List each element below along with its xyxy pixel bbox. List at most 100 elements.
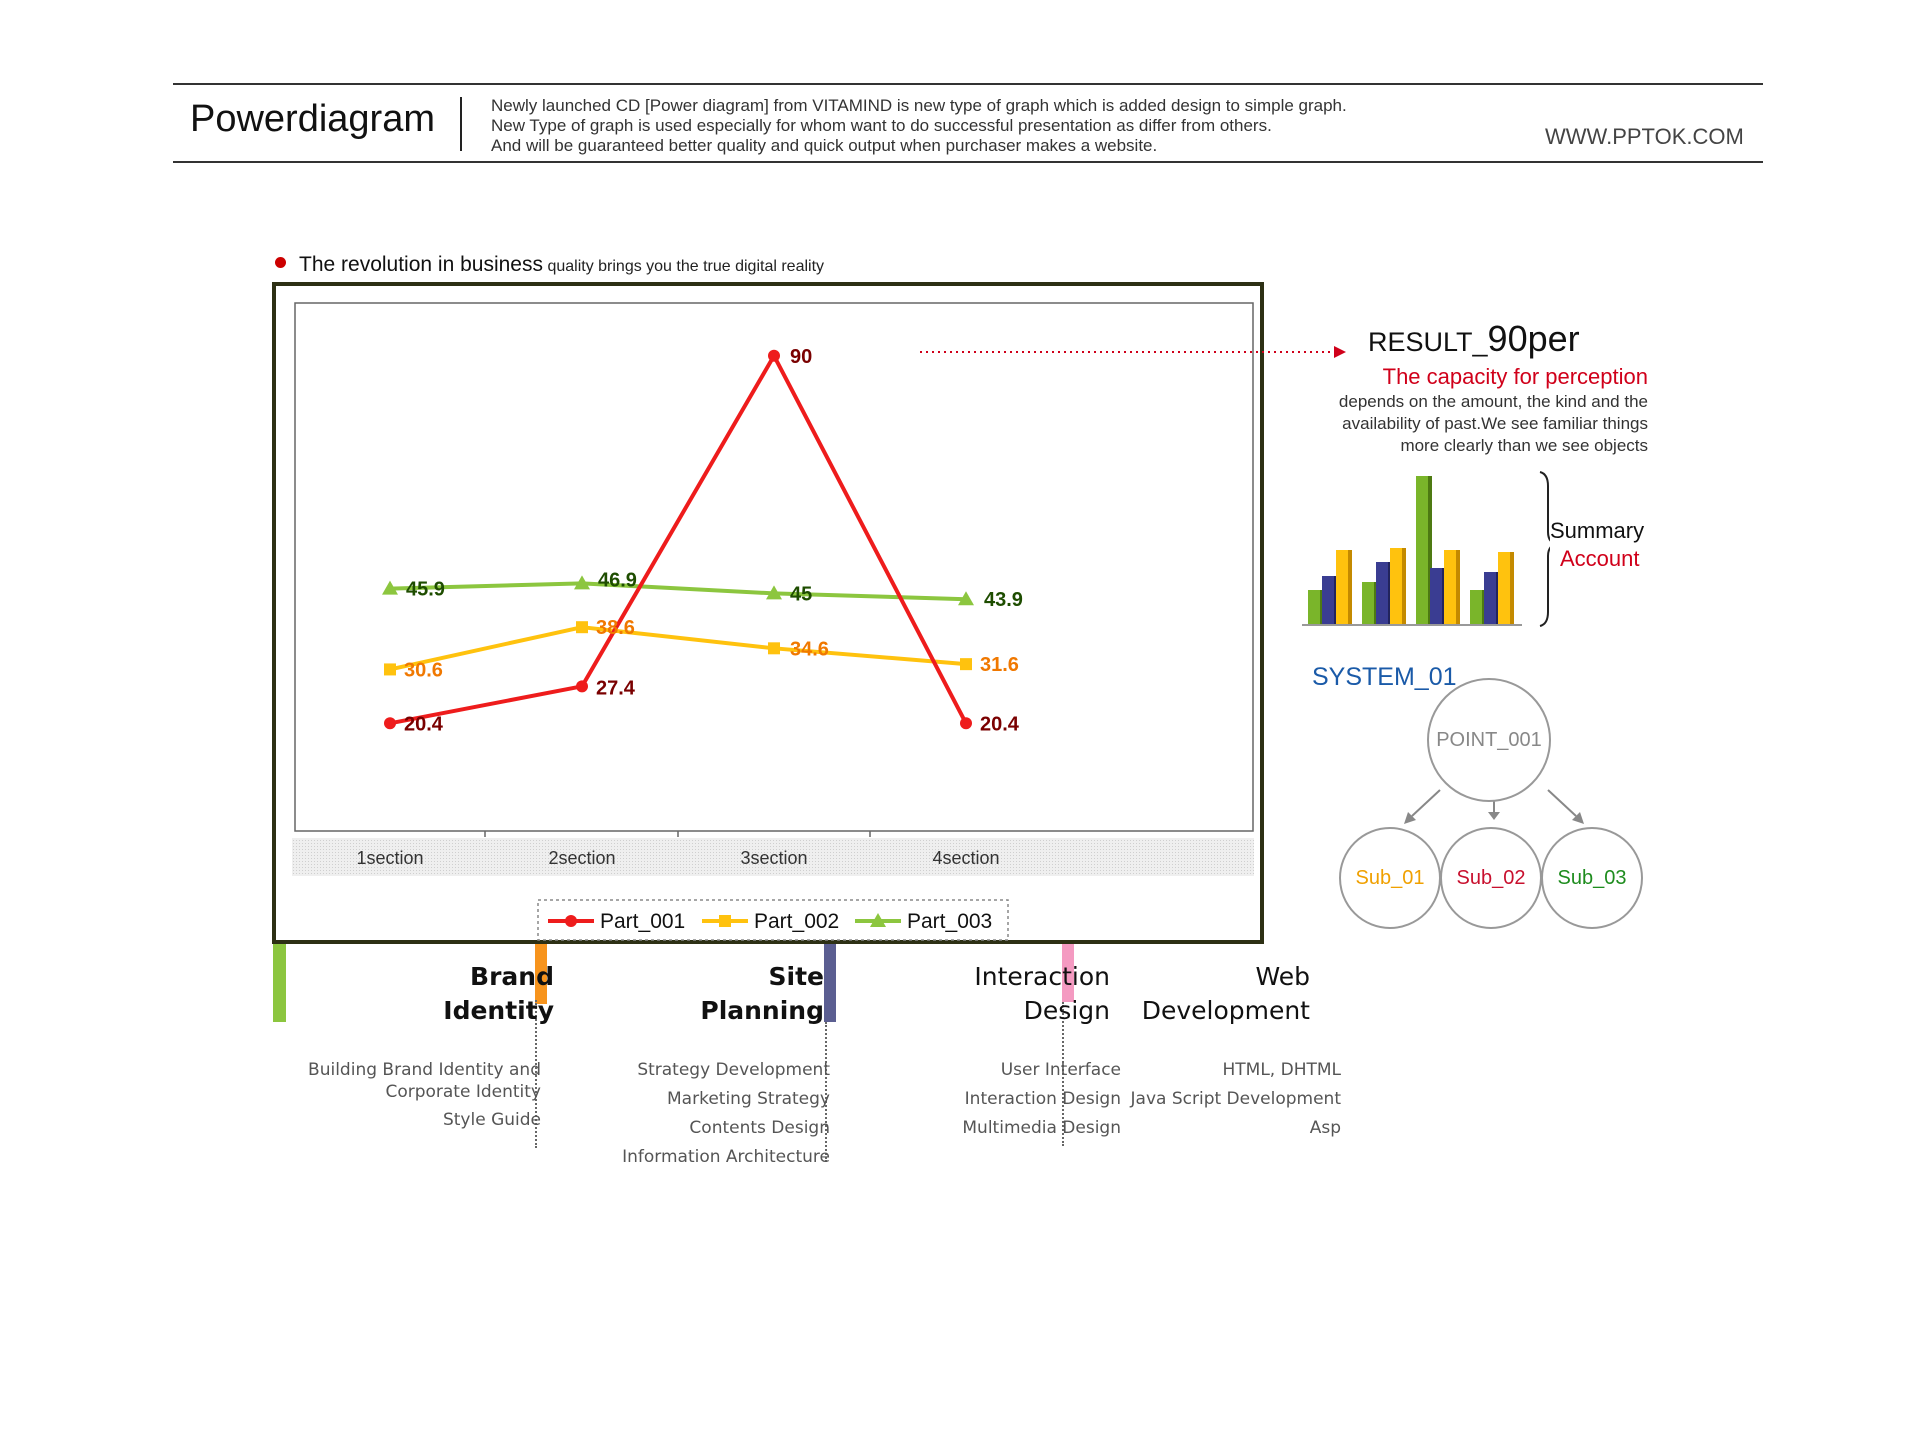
series-line-part_002	[389, 625, 967, 672]
result-body-line-2: availability of past.We see familiar thi…	[1342, 414, 1648, 433]
data-label-part_002-4: 31.6	[980, 654, 1019, 676]
header-separator	[460, 97, 462, 151]
result-red-line: The capacity for perception	[1382, 364, 1648, 389]
subtitle-weak: quality brings you the true digital real…	[547, 258, 825, 275]
point-part_002-4	[960, 658, 972, 671]
web-development-title-line-2: Development	[1141, 996, 1310, 1025]
legend-label-part_003: Part_003	[907, 910, 992, 933]
web-development-item-2: Java Script Development	[1130, 1089, 1341, 1109]
account-label: Account	[1560, 546, 1640, 571]
series-line-part_003	[389, 581, 967, 602]
data-label-part_003-2: 46.9	[598, 569, 637, 591]
point-part_001-3	[768, 349, 780, 362]
system-title: SYSTEM_01	[1312, 663, 1457, 691]
brand-identity-item-2: Corporate Identity	[385, 1082, 541, 1102]
line-chart: 20.4 27.4 90 20.4 30.6 38.6 34.6 31.6 45.9 46.9 45…	[292, 302, 1346, 941]
header-top-rule	[173, 83, 1763, 85]
web-development-title-line-1: Web	[1255, 962, 1310, 991]
data-label-part_003-1: 45.9	[406, 579, 445, 601]
site-url[interactable]: WWW.PPTOK.COM	[1545, 124, 1744, 149]
brand-identity-accent-bar	[535, 944, 547, 1004]
web-development-title: Web Development	[1142, 960, 1310, 1028]
arrow-left	[1411, 789, 1441, 817]
header-desc-line-2: New Type of graph is used especially for…	[491, 116, 1272, 135]
point-part_001-4	[960, 717, 972, 730]
chart-frame	[272, 282, 1264, 944]
arrow-right-head-icon	[1572, 812, 1584, 824]
site-planning-item-4: Information Architecture	[622, 1147, 830, 1167]
point-part_002-3	[768, 642, 780, 655]
result-heading: RESULT_90per	[1368, 318, 1580, 360]
data-label-part_001-4: 20.4	[980, 713, 1020, 735]
header-desc-line-3: And will be guaranteed better quality an…	[491, 136, 1158, 155]
sub-node-3[interactable]: Sub_03	[1541, 827, 1643, 929]
brand-identity-divider	[535, 1000, 537, 1148]
bar-group-4	[1470, 552, 1514, 624]
data-label-part_002-2: 38.6	[596, 617, 635, 639]
interaction-design-item-2: Interaction Design	[964, 1089, 1121, 1109]
interaction-design-title: Interaction Design	[974, 960, 1110, 1028]
site-planning-item-3: Contents Design	[689, 1118, 830, 1138]
data-label-part_002-3: 34.6	[790, 638, 829, 660]
site-planning-item-2: Marketing Strategy	[667, 1089, 830, 1109]
bar-group-1	[1308, 550, 1352, 624]
interaction-design-accent-bar	[1062, 944, 1074, 1002]
brand-identity-title-line-2: Identity	[443, 996, 554, 1025]
point-part_002-2	[576, 621, 588, 634]
brand-identity-item-3: Style Guide	[442, 1110, 541, 1130]
data-label-part_003-3: 45	[790, 583, 812, 605]
point-part_003-3	[766, 585, 782, 600]
legend-marker-part_002	[719, 915, 731, 927]
bar-group-2	[1362, 548, 1406, 624]
legend-label-part_002: Part_002	[754, 910, 839, 933]
arrow-left-head-icon	[1404, 812, 1416, 824]
result-value: 90per	[1487, 318, 1580, 359]
plot-area	[294, 302, 1254, 832]
data-label-part_001-3: 90	[790, 346, 812, 368]
interaction-design-divider	[1062, 1002, 1064, 1146]
data-label-part_003-4: 43.9	[984, 589, 1023, 611]
point-part_003-2	[574, 575, 590, 590]
brand-identity-title-line-1: Brand	[470, 962, 554, 991]
site-planning-accent-bar	[824, 944, 836, 1022]
chart-subtitle: The revolution in business quality bring…	[275, 253, 824, 277]
category-band	[292, 838, 1254, 876]
interaction-design-item-1: User Interface	[1000, 1060, 1121, 1080]
legend-marker-part_001	[565, 915, 577, 927]
point-part_003-4	[958, 591, 974, 606]
category-label-1: 1section	[356, 848, 423, 868]
result-body-line-3: more clearly than we see objects	[1400, 436, 1648, 455]
data-label-part_001-2: 27.4	[596, 677, 636, 699]
category-label-3: 3section	[740, 848, 807, 868]
point-node[interactable]: POINT_001	[1427, 678, 1551, 802]
category-label-2: 2section	[548, 848, 615, 868]
brand-identity-item-1: Building Brand Identity and	[308, 1060, 541, 1080]
arrow-mid-head-icon	[1488, 812, 1500, 820]
point-part_003-1	[382, 580, 398, 595]
header-desc-line-1: Newly launched CD [Power diagram] from V…	[491, 96, 1347, 115]
data-label-part_001-1: 20.4	[404, 713, 444, 735]
sub-node-1[interactable]: Sub_01	[1339, 827, 1441, 929]
category-label-4: 4section	[932, 848, 999, 868]
summary-label: Summary	[1550, 518, 1645, 543]
left-accent-bar	[273, 944, 286, 1022]
interaction-design-item-3: Multimedia Design	[962, 1118, 1121, 1138]
brand-identity-title: Brand Identity	[443, 960, 554, 1028]
bar-group-3	[1416, 476, 1460, 624]
site-planning-title-line-1: Site	[768, 962, 824, 991]
point-part_001-1	[384, 717, 396, 730]
legend-label-part_001: Part_001	[600, 910, 685, 933]
brand-title: Powerdiagram	[190, 98, 435, 140]
arrow-right	[1547, 789, 1577, 817]
site-planning-divider	[825, 1022, 827, 1162]
interaction-design-title-line-1: Interaction	[974, 962, 1110, 991]
peak-callout-arrow-icon	[1334, 346, 1346, 358]
web-development-item-1: HTML, DHTML	[1222, 1060, 1341, 1080]
web-development-item-3: Asp	[1309, 1118, 1341, 1138]
site-planning-title: Site Planning	[700, 960, 824, 1028]
result-body-line-1: depends on the amount, the kind and the	[1338, 392, 1648, 411]
summary-brace-icon	[1539, 471, 1550, 627]
subtitle-strong: The revolution in business	[299, 253, 543, 276]
point-part_002-1	[384, 663, 396, 676]
sub-node-2[interactable]: Sub_02	[1440, 827, 1542, 929]
